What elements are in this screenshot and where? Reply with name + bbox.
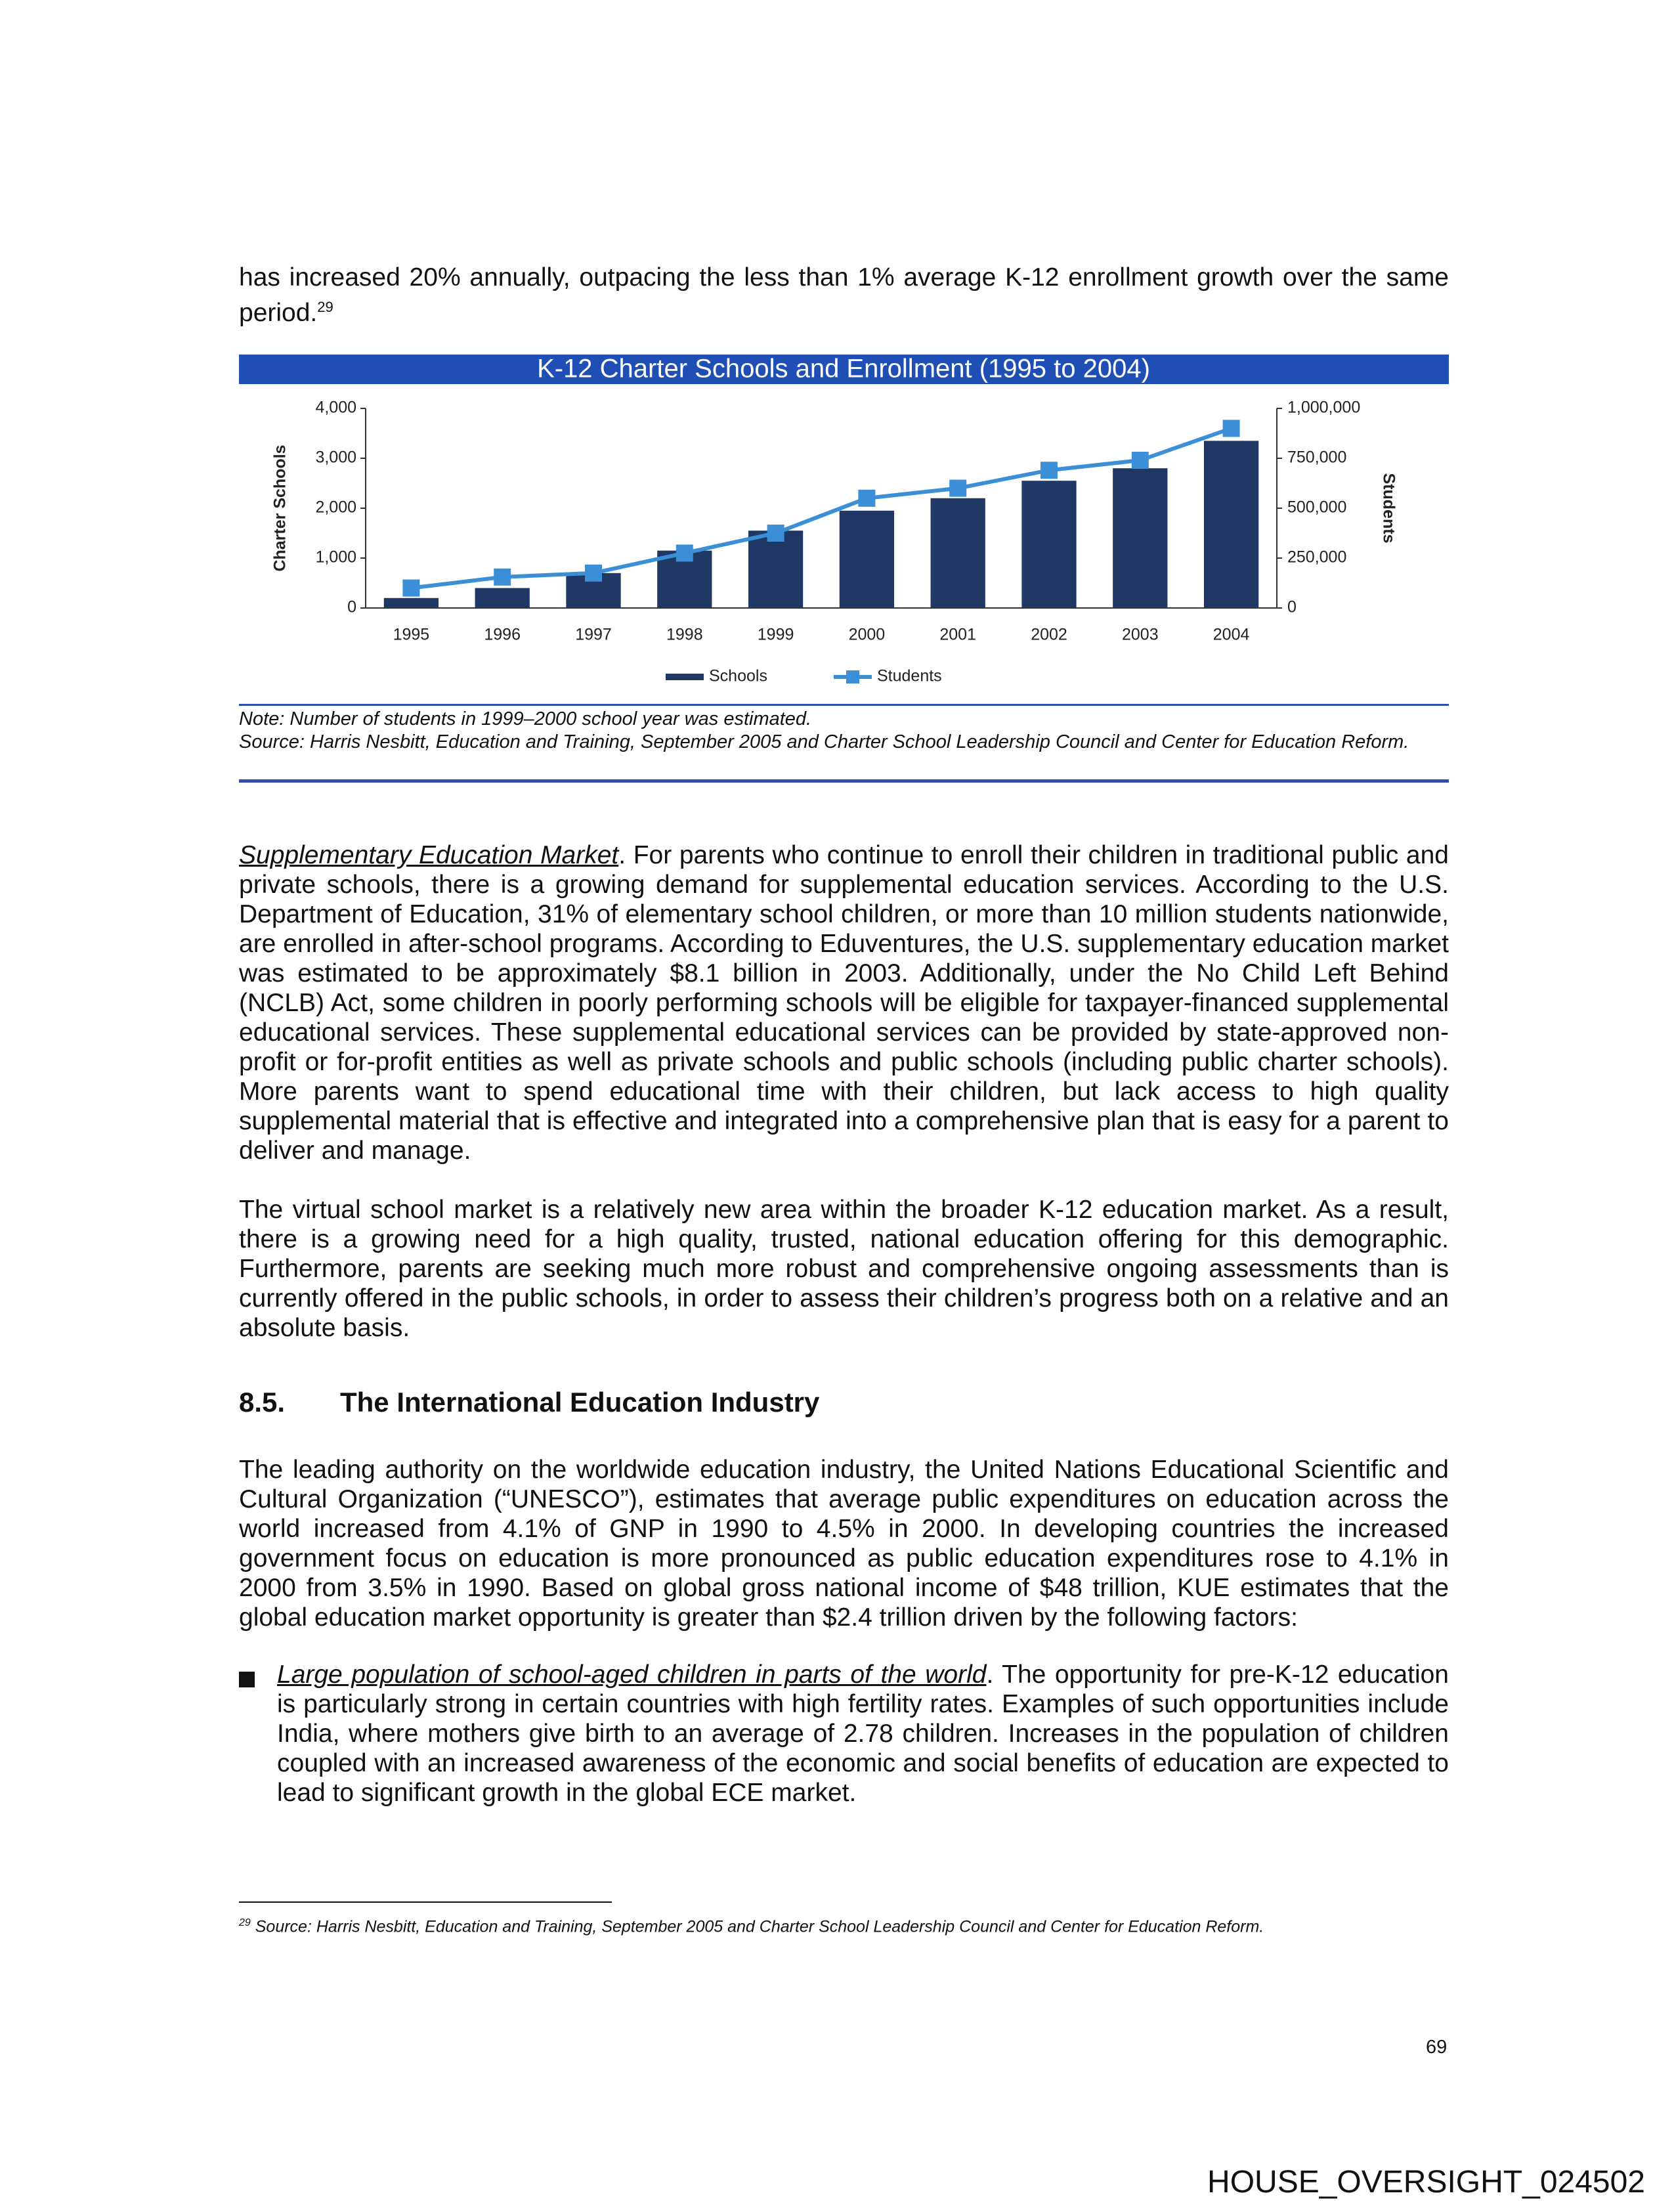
- chart-source: Source: Harris Nesbitt, Education and Tr…: [239, 731, 1409, 752]
- intro-paragraph: has increased 20% annually, outpacing th…: [239, 263, 1449, 328]
- y2-tick-label: 0: [1287, 598, 1297, 617]
- x-tick-label: 2002: [1031, 626, 1067, 644]
- chart-title: K-12 Charter Schools and Enrollment (199…: [537, 355, 1150, 383]
- x-tick-label: 2003: [1122, 626, 1159, 644]
- y-tick-label: 2,000: [315, 498, 356, 517]
- document-stamp: HOUSE_OVERSIGHT_024502: [1207, 2165, 1645, 2200]
- x-tick-label: 1996: [484, 626, 521, 644]
- unesco-paragraph: The leading authority on the worldwide e…: [239, 1456, 1449, 1632]
- rule: [239, 704, 1449, 706]
- marker: [585, 564, 602, 582]
- marker: [402, 579, 420, 597]
- bar: [475, 588, 530, 608]
- y-tick-label: 1,000: [315, 548, 356, 567]
- bar: [930, 498, 985, 608]
- x-tick-label: 2001: [939, 626, 976, 644]
- footnote-number: 29: [239, 1917, 251, 1928]
- footnote: 29 Source: Harris Nesbitt, Education and…: [239, 1917, 1264, 1936]
- bar: [1203, 441, 1259, 608]
- footnote-ref: 29: [317, 299, 333, 315]
- marker: [858, 489, 876, 507]
- x-tick-label: 1998: [666, 626, 703, 644]
- x-tick-label: 2000: [849, 626, 886, 644]
- x-tick-label: 1997: [575, 626, 612, 644]
- y-axis-title: Charter Schools: [271, 445, 290, 571]
- bar: [383, 597, 439, 608]
- page-number: 69: [1426, 2037, 1448, 2058]
- bullet-paragraph: Large population of school-aged children…: [277, 1660, 1449, 1808]
- y2-tick-label: 250,000: [1287, 548, 1346, 567]
- marker: [949, 479, 967, 497]
- section-number: 8.5.: [239, 1387, 286, 1418]
- bullet-lead: Large population of school-aged children…: [277, 1660, 987, 1689]
- footnote-rule: [239, 1901, 612, 1903]
- y2-tick-label: 750,000: [1287, 448, 1346, 467]
- y-tick-label: 4,000: [315, 399, 356, 417]
- title-bar: [239, 355, 1449, 384]
- marker: [767, 525, 784, 542]
- y-tick-label: 0: [347, 598, 356, 617]
- chart: K-12 Charter Schools and Enrollment (199…: [239, 355, 1449, 685]
- legend-swatch: [666, 674, 704, 680]
- legend-label: Students: [877, 667, 942, 685]
- marker: [1131, 452, 1149, 469]
- legend-label: Schools: [709, 667, 767, 685]
- paragraph-text: . For parents who continue to enroll the…: [239, 841, 1449, 1165]
- x-tick-label: 2004: [1213, 626, 1250, 644]
- footnote-text: Source: Harris Nesbitt, Education and Tr…: [255, 1917, 1264, 1936]
- supplementary-paragraph: Supplementary Education Market. For pare…: [239, 840, 1449, 1165]
- bar: [1113, 468, 1168, 608]
- marker: [1041, 462, 1058, 479]
- section-title: The International Education Industry: [340, 1387, 820, 1418]
- intro-text: has increased 20% annually, outpacing th…: [239, 263, 1449, 327]
- bar: [748, 531, 804, 608]
- y-tick-label: 3,000: [315, 448, 356, 467]
- y2-tick-label: 1,000,000: [1287, 399, 1360, 417]
- x-tick-label: 1995: [393, 626, 430, 644]
- bullet: [239, 1672, 255, 1687]
- virtual-paragraph: The virtual school market is a relativel…: [239, 1196, 1449, 1342]
- paragraph-lead: Supplementary Education Market: [239, 841, 619, 869]
- bar: [1021, 481, 1077, 608]
- chart-note: Note: Number of students in 1999–2000 sc…: [239, 708, 812, 729]
- bullet-text: . The opportunity for pre-K-12 education…: [277, 1660, 1449, 1807]
- rule: [239, 779, 1449, 783]
- marker: [494, 568, 511, 586]
- legend-swatch: [846, 670, 859, 683]
- y2-axis-title: Students: [1379, 473, 1398, 544]
- bar: [839, 510, 895, 608]
- x-tick-label: 1999: [758, 626, 794, 644]
- y2-tick-label: 500,000: [1287, 498, 1346, 517]
- marker: [676, 544, 693, 562]
- line: [411, 426, 1232, 590]
- section-heading: 8.5. The International Education Industry: [239, 1387, 819, 1418]
- marker: [1222, 420, 1240, 437]
